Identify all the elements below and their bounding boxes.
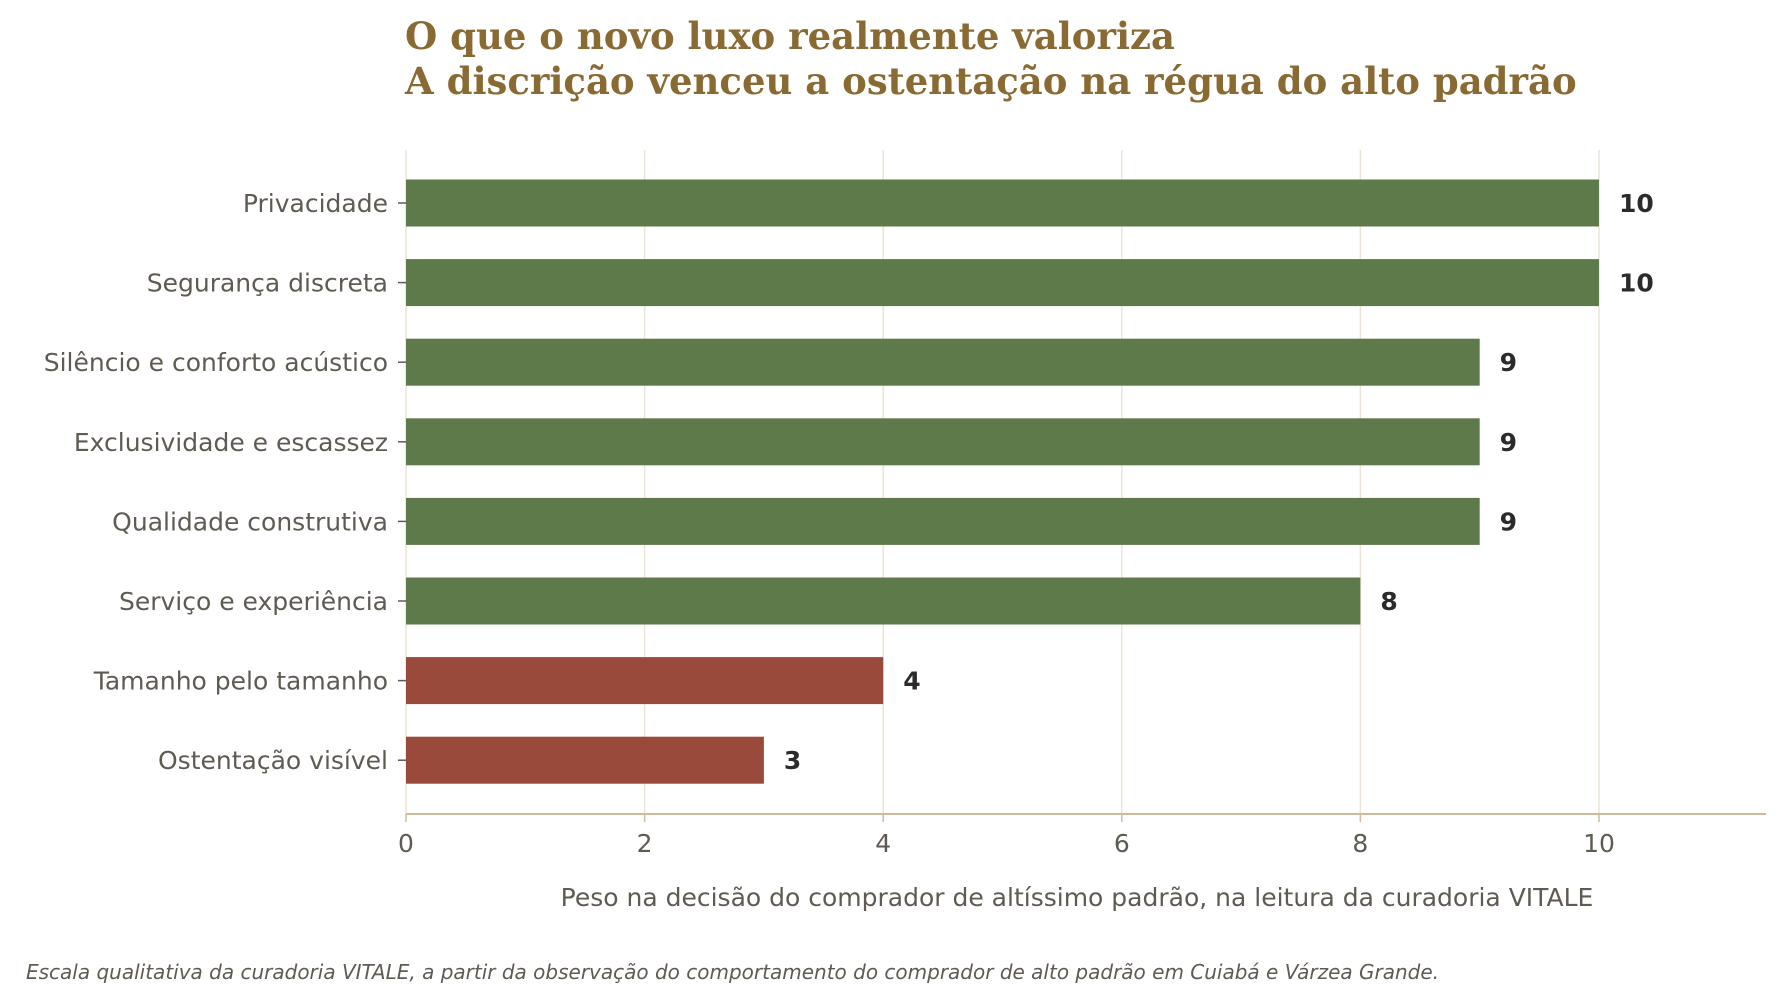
bar-5 — [406, 577, 1361, 625]
value-label: 10 — [1619, 189, 1654, 218]
gridlines — [405, 150, 1600, 814]
x-tick-label: 8 — [1352, 829, 1368, 858]
value-label: 9 — [1500, 428, 1517, 457]
bar-2 — [406, 338, 1480, 386]
bar-4 — [406, 497, 1480, 545]
category-label: Exclusividade e escassez — [74, 428, 388, 457]
category-label: Tamanho pelo tamanho — [93, 667, 388, 696]
bars — [406, 179, 1599, 784]
category-labels: Privacidade Segurança discreta Silêncio e … — [44, 189, 406, 775]
x-tick-label: 2 — [637, 829, 653, 858]
footnote: Escala qualitativa da curadoria VITALE, … — [26, 960, 1439, 984]
category-label: Ostentação visível — [158, 746, 388, 775]
x-tick-label: 6 — [1114, 829, 1130, 858]
x-tick-label: 10 — [1583, 829, 1615, 858]
bar-3 — [406, 418, 1480, 466]
x-axis: 0 2 4 6 8 10 — [398, 813, 1766, 858]
value-label: 4 — [903, 667, 920, 696]
category-label: Silêncio e conforto acústico — [44, 348, 388, 377]
bar-0 — [406, 179, 1599, 227]
chart-subtitle: A discrição venceu a ostentação na régua… — [404, 59, 1577, 103]
value-label: 3 — [784, 746, 801, 775]
value-label: 9 — [1500, 348, 1517, 377]
x-axis-title: Peso na decisão do comprador de altíssim… — [561, 883, 1594, 912]
category-label: Privacidade — [243, 189, 388, 218]
category-label: Segurança discreta — [147, 269, 388, 298]
value-label: 10 — [1619, 269, 1654, 298]
category-label: Qualidade construtiva — [112, 507, 388, 536]
value-label: 8 — [1380, 587, 1397, 616]
chart-title: O que o novo luxo realmente valoriza — [405, 14, 1175, 58]
category-label: Serviço e experiência — [119, 587, 388, 616]
bar-1 — [406, 259, 1599, 307]
value-labels: 10 10 9 9 9 8 4 3 — [784, 189, 1654, 775]
x-tick-label: 0 — [398, 829, 414, 858]
bar-7 — [406, 736, 764, 784]
bar-6 — [406, 657, 884, 705]
x-tick-label: 4 — [875, 829, 891, 858]
value-label: 9 — [1500, 507, 1517, 536]
